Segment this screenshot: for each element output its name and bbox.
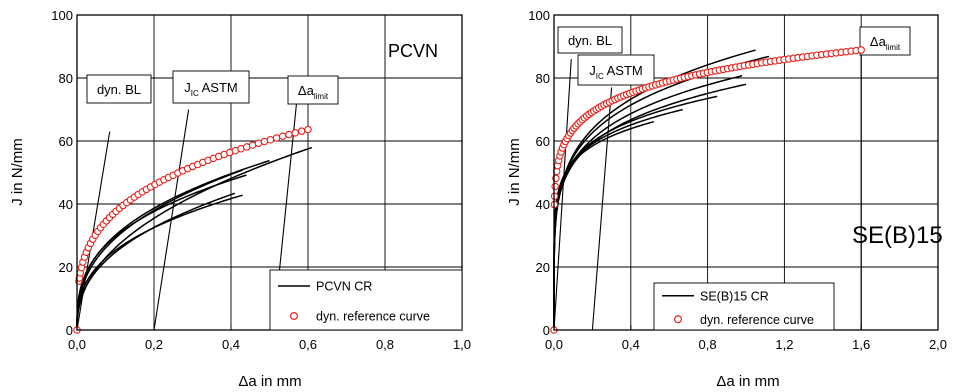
annotation-main: J — [589, 63, 596, 78]
reference-point — [272, 134, 281, 142]
reference-point — [550, 192, 559, 200]
chart-title: SE(B)15 — [852, 222, 943, 249]
reference-point — [551, 182, 559, 191]
x-tick-label: 0,8 — [376, 337, 394, 352]
annotation-line-bl — [553, 59, 572, 331]
annotation-label-dalim: Δalimit — [870, 34, 901, 52]
annotation-box-dalim — [287, 75, 339, 105]
x-tick-label: 2,0 — [929, 337, 947, 352]
x-tick-label: 0,4 — [622, 337, 640, 352]
annotation-label-jic: JIC ASTM — [589, 63, 643, 81]
cr-curve — [553, 120, 655, 331]
x-axis-label: Δa in mm — [238, 373, 301, 390]
legend-box — [653, 282, 835, 331]
legend-circle-marker — [673, 315, 682, 324]
reference-point — [304, 125, 312, 134]
y-tick-label: 0 — [66, 323, 73, 338]
x-tick-label: 0,4 — [222, 337, 240, 352]
x-tick-label: 0,8 — [699, 337, 717, 352]
annotation-main: J — [184, 80, 191, 95]
y-tick-label: 0 — [543, 323, 550, 338]
plot-frame — [76, 14, 463, 331]
annotation-main: Δa — [298, 83, 315, 98]
legend-circle-marker — [290, 312, 299, 321]
y-tick-label: 60 — [536, 134, 550, 149]
reference-point — [857, 46, 865, 54]
legend-label: SE(B)15 CR — [700, 289, 769, 303]
legend: PCVN CR dyn. reference curve — [269, 269, 463, 331]
annotation-box-jic — [577, 54, 655, 86]
y-tick-label: 40 — [536, 197, 550, 212]
y-tick-label: 80 — [59, 71, 73, 86]
x-tick-label: 0,0 — [68, 337, 86, 352]
legend-label: dyn. reference curve — [700, 313, 814, 327]
y-axis-label: J in N/mm — [9, 138, 26, 206]
annotation-sub: IC — [596, 72, 604, 81]
cr-curve — [76, 174, 247, 331]
annotation-label-dalim: Δalimit — [298, 83, 329, 101]
annotation-line-jic — [591, 87, 613, 331]
chart-1: 0,0 0,2 0,4 0,6 0,8 1,0 0 20 40 60 80 100 Δa in mm J … — [9, 8, 471, 390]
reference-point — [297, 127, 306, 135]
reference-point — [291, 129, 299, 137]
annotation-label-bl: dyn. BL — [97, 82, 141, 97]
x-axis-label: Δa in mm — [716, 373, 779, 390]
annotation-line-bl — [76, 131, 111, 331]
reference-point — [260, 137, 269, 146]
x-tick-label: 0,0 — [545, 337, 563, 352]
x-tick-label: 0,6 — [299, 337, 317, 352]
cr-curve — [76, 192, 236, 331]
annotation-label-jic: JIC ASTM — [184, 80, 238, 98]
legend-label: dyn. reference curve — [316, 310, 430, 324]
x-tick-label: 1,0 — [453, 337, 471, 352]
legend-label: PCVN CR — [316, 280, 372, 294]
y-tick-label: 80 — [536, 71, 550, 86]
annotation-after: ASTM — [199, 80, 238, 95]
y-tick-label: 40 — [59, 197, 73, 212]
reference-point — [278, 132, 287, 141]
reference-point — [285, 130, 293, 139]
annotation-sub: limit — [886, 43, 901, 52]
annotation-box-jic — [172, 70, 250, 104]
cr-curve — [76, 194, 243, 331]
cr-curve — [76, 169, 243, 331]
legend: SE(B)15 CR dyn. reference curve — [653, 282, 835, 331]
annotation-sub: IC — [191, 89, 199, 98]
annotation-box-bl — [557, 26, 623, 54]
y-tick-label: 100 — [51, 8, 73, 23]
reference-point — [266, 135, 275, 144]
annotation-label-bl: dyn. BL — [568, 33, 612, 48]
x-tick-label: 1,6 — [852, 337, 870, 352]
x-tick-label: 0,2 — [145, 337, 163, 352]
y-axis-label: J in N/mm — [506, 138, 523, 206]
y-tick-label: 20 — [59, 260, 73, 275]
annotation-box-dalim — [859, 26, 911, 56]
legend-box — [269, 269, 463, 331]
annotation-main: Δa — [870, 34, 887, 49]
y-tick-label: 100 — [528, 8, 550, 23]
chart-title: PCVN — [388, 41, 438, 61]
annotation-box-bl — [86, 74, 152, 104]
y-tick-label: 60 — [59, 134, 73, 149]
chart-2: 0,0 0,4 0,8 1,2 1,6 2,0 0 20 40 60 80 100 Δa in mm J … — [506, 8, 947, 390]
y-tick-label: 20 — [536, 260, 550, 275]
annotation-after: ASTM — [604, 63, 643, 78]
x-tick-label: 1,2 — [775, 337, 793, 352]
annotation-sub: limit — [314, 92, 329, 101]
